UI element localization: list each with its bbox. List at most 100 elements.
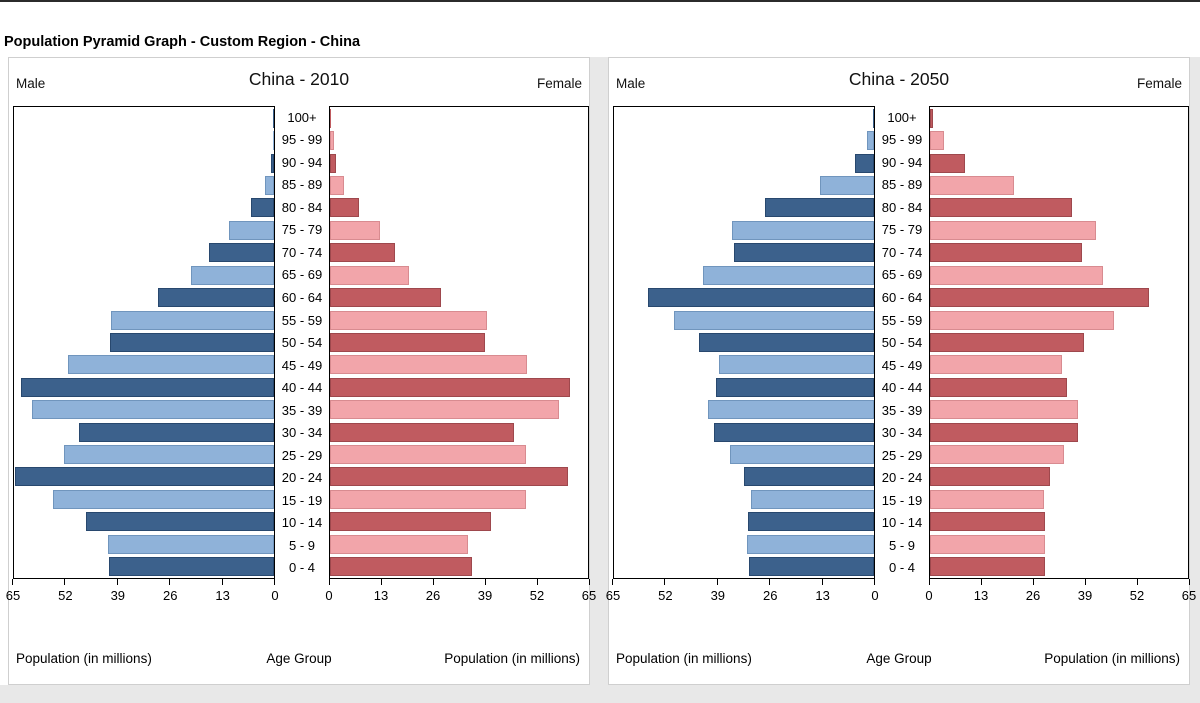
female-bar — [330, 422, 514, 442]
male-bar — [746, 534, 874, 554]
male-bar — [719, 355, 874, 375]
age-group-label: 90 - 94 — [881, 154, 923, 170]
male-bar — [750, 489, 874, 509]
axis-tick-label: 39 — [1077, 588, 1093, 603]
female-bar — [930, 400, 1079, 420]
page-title: Population Pyramid Graph - Custom Region… — [4, 34, 361, 50]
axis-tick-label: 39 — [110, 588, 126, 603]
male-bar-row — [14, 331, 274, 353]
male-bar-row — [14, 488, 274, 510]
male-bar-row — [614, 398, 874, 420]
age-group-label: 50 - 54 — [281, 335, 323, 351]
age-group-label: 35 - 39 — [881, 402, 923, 418]
female-bar — [330, 220, 380, 240]
male-bar — [820, 175, 874, 195]
axis-tick-mark — [1189, 579, 1190, 585]
female-bar — [930, 489, 1044, 509]
female-bar — [330, 153, 336, 173]
axis-tick-label: 13 — [973, 588, 989, 603]
male-bar-row — [614, 376, 874, 398]
axis-tick-label: 26 — [1025, 588, 1041, 603]
male-bar — [53, 489, 274, 509]
female-bar — [330, 534, 468, 554]
female-bar-row — [930, 242, 1188, 264]
female-bar-row — [330, 286, 588, 308]
male-bar — [229, 220, 274, 240]
axis-tick-mark — [929, 579, 930, 585]
age-group-label: 100+ — [287, 109, 317, 125]
panel-title: China - 2010 — [248, 69, 350, 89]
age-group-label: 65 - 69 — [881, 267, 923, 283]
axis-tick-mark — [64, 579, 66, 585]
axis-tick-label: 52 — [529, 588, 545, 603]
female-bar — [330, 355, 528, 375]
male-bar-row — [614, 129, 874, 151]
male-axis-caption: Population (in millions) — [616, 651, 752, 666]
axis-tick-label: 52 — [1129, 588, 1145, 603]
axis-tick-mark — [274, 579, 275, 585]
female-bar-row — [930, 443, 1188, 465]
female-bar-row — [930, 264, 1188, 286]
female-bar-row — [930, 466, 1188, 488]
age-group-label: 70 - 74 — [281, 244, 323, 260]
female-bar — [930, 467, 1051, 487]
male-bar-row — [614, 107, 874, 129]
male-bar — [749, 557, 874, 577]
female-bar — [330, 377, 571, 397]
age-group-label: 15 - 19 — [881, 492, 923, 508]
male-bar-row — [614, 354, 874, 376]
age-group-label: 50 - 54 — [881, 335, 923, 351]
female-bar-row — [930, 219, 1188, 241]
axis-tick-mark — [485, 579, 486, 585]
axis-tick-label: 0 — [871, 588, 879, 603]
male-bar-row — [614, 533, 874, 555]
axis-tick-mark — [664, 579, 666, 585]
male-bar-row — [14, 398, 274, 420]
male-bar-row — [14, 107, 274, 129]
right-margin — [1190, 57, 1200, 703]
male-bar-row — [14, 264, 274, 286]
female-bar — [930, 243, 1083, 263]
female-bar — [930, 198, 1073, 218]
age-group-label: 90 - 94 — [281, 154, 323, 170]
male-bar-row — [14, 197, 274, 219]
female-bar — [330, 332, 485, 352]
male-bar-row — [614, 443, 874, 465]
axis-tick-label: 39 — [710, 588, 726, 603]
male-x-axis: 0 13 26 39 52 65 — [6, 579, 279, 609]
male-bar-row — [14, 376, 274, 398]
female-x-axis: 0 13 26 39 52 65 — [925, 579, 1196, 609]
male-bar — [748, 512, 874, 532]
female-bar — [330, 489, 526, 509]
pyramid-panel-2010: Male China - 2010 Female 100+ 95 - 99 90 -… — [6, 57, 596, 685]
female-bar-row — [330, 421, 588, 443]
male-bar-row — [14, 443, 274, 465]
panel-gap — [590, 57, 608, 703]
male-side-label: Male — [16, 76, 46, 91]
male-bar — [110, 332, 274, 352]
female-bar-row — [330, 242, 588, 264]
age-group-label: 100+ — [887, 109, 917, 125]
bottom-margin — [0, 685, 1200, 703]
pyramid-panel-2050: Male China - 2050 Female 100+ 95 - 99 90 -… — [606, 57, 1196, 685]
male-bar-row — [614, 174, 874, 196]
female-bar — [930, 265, 1104, 285]
female-bar-row — [330, 174, 588, 196]
age-group-label: 0 - 4 — [288, 560, 315, 576]
female-bar — [330, 175, 344, 195]
axis-tick-mark — [1137, 579, 1138, 585]
male-bar-row — [614, 511, 874, 533]
female-axis-caption: Population (in millions) — [1044, 651, 1180, 666]
female-bar-row — [330, 533, 588, 555]
age-group-label: 5 - 9 — [888, 537, 915, 553]
axis-tick-label: 0 — [325, 588, 333, 603]
female-bar-row — [930, 488, 1188, 510]
age-group-label: 95 - 99 — [281, 132, 323, 148]
axis-tick-mark — [12, 579, 13, 585]
male-bar — [734, 243, 874, 263]
female-bar-row — [330, 129, 588, 151]
axis-tick-label: 52 — [658, 588, 673, 603]
age-group-label: 0 - 4 — [888, 560, 915, 576]
male-bar — [68, 355, 274, 375]
male-bar-row — [14, 309, 274, 331]
